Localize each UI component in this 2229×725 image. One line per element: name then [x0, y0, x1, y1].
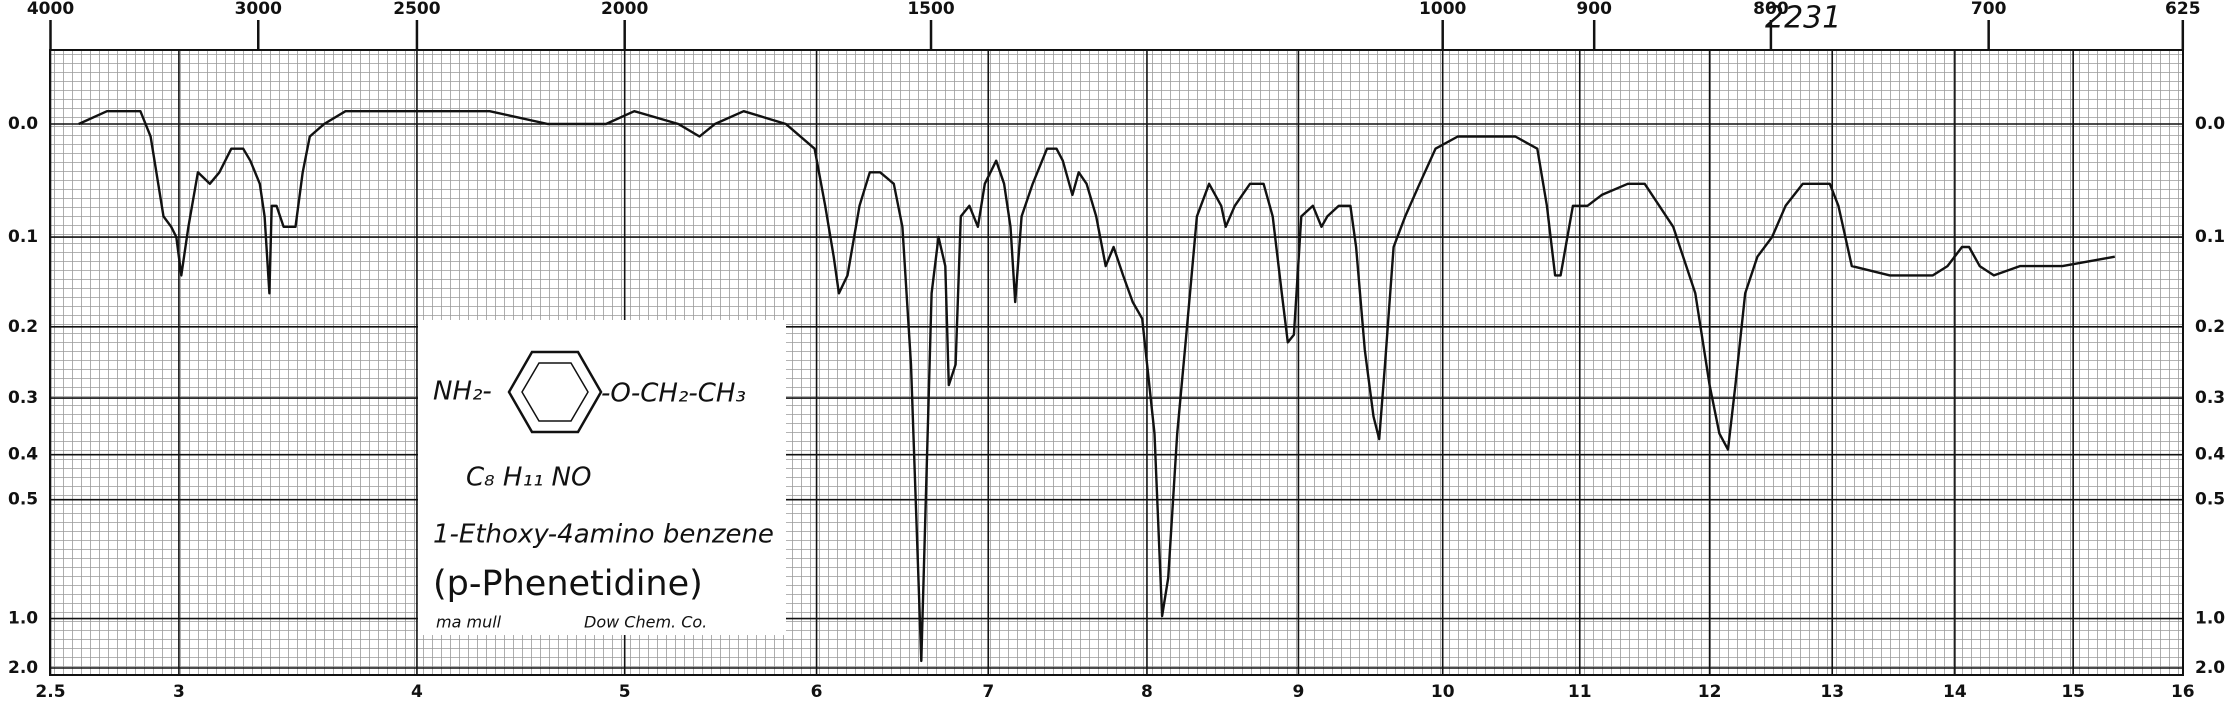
grid [49, 50, 2184, 675]
y-tick-label-right: 0.1 [2195, 227, 2225, 247]
x2-tick-label: 1500 [907, 0, 954, 19]
y-tick-label: 1.0 [8, 609, 38, 629]
x-tick-label: 16 [2171, 682, 2195, 702]
y-tick-label: 0.2 [8, 317, 38, 337]
x-tick-label: 3 [173, 682, 185, 702]
x-tick-label: 4 [411, 682, 423, 702]
x-tick-label: 5 [619, 682, 631, 702]
x2-tick-label: 700 [1971, 0, 2007, 19]
x2-tick-label: 800 [1753, 0, 1789, 19]
x-tick-label: 10 [1431, 682, 1455, 702]
x2-tick-label: 2500 [393, 0, 440, 19]
y-tick-label-right: 0.0 [2195, 114, 2225, 134]
label-box [418, 320, 786, 635]
annotation: 2231 [1765, 1, 1841, 36]
compound-label: NH₂- -O-CH₂-CH₃ C₈ H₁₁ NO 1-Ethoxy-4amin… [418, 320, 786, 635]
y-tick-label: 2.0 [8, 658, 38, 678]
sample-prep: ma mull [436, 613, 502, 632]
x-tick-label: 15 [2061, 682, 2085, 702]
x2-tick-label: 625 [2165, 0, 2201, 19]
y-tick-label: 0.5 [8, 490, 38, 510]
y-tick-label: 0.1 [8, 227, 38, 247]
x-tick-label: 8 [1141, 682, 1153, 702]
molecular-formula: C₈ H₁₁ NO [466, 463, 591, 493]
y-tick-label: 0.4 [8, 445, 38, 465]
compound-name: 1-Ethoxy-4amino benzene [433, 520, 774, 550]
y-tick-label: 0.0 [8, 114, 38, 134]
ring-inner [521, 362, 589, 422]
benzene-ring [507, 350, 603, 434]
x2-tick-label: 3000 [235, 0, 282, 19]
source: Dow Chem. Co. [584, 613, 707, 632]
x-tick-label: 2.5 [35, 682, 65, 702]
formula-left: NH₂- [433, 377, 492, 407]
x2-tick-label: 900 [1576, 0, 1612, 19]
common-name: (p-Phenetidine) [433, 564, 703, 604]
x-tick-label: 11 [1568, 682, 1592, 702]
x-tick-label: 6 [811, 682, 823, 702]
y-tick-label: 0.3 [8, 388, 38, 408]
plot-area [49, 49, 2184, 676]
x2-tick-label: 1000 [1419, 0, 1466, 19]
y-tick-label-right: 0.4 [2195, 445, 2225, 465]
y-tick-label-right: 0.5 [2195, 490, 2225, 510]
x-tick-label: 7 [982, 682, 994, 702]
x2-tick-label: 2000 [601, 0, 648, 19]
y-tick-label-right: 1.0 [2195, 609, 2225, 629]
formula-right: -O-CH₂-CH₃ [601, 379, 746, 409]
x-tick-label: 9 [1293, 682, 1305, 702]
x-tick-label: 14 [1943, 682, 1967, 702]
spectrum-line [78, 110, 2116, 663]
y-tick-label-right: 0.2 [2195, 317, 2225, 337]
y-tick-label-right: 2.0 [2195, 658, 2225, 678]
x-tick-label: 13 [1820, 682, 1844, 702]
x-tick-label: 12 [1698, 682, 1722, 702]
x2-tick-label: 4000 [27, 0, 74, 19]
y-tick-label-right: 0.3 [2195, 388, 2225, 408]
